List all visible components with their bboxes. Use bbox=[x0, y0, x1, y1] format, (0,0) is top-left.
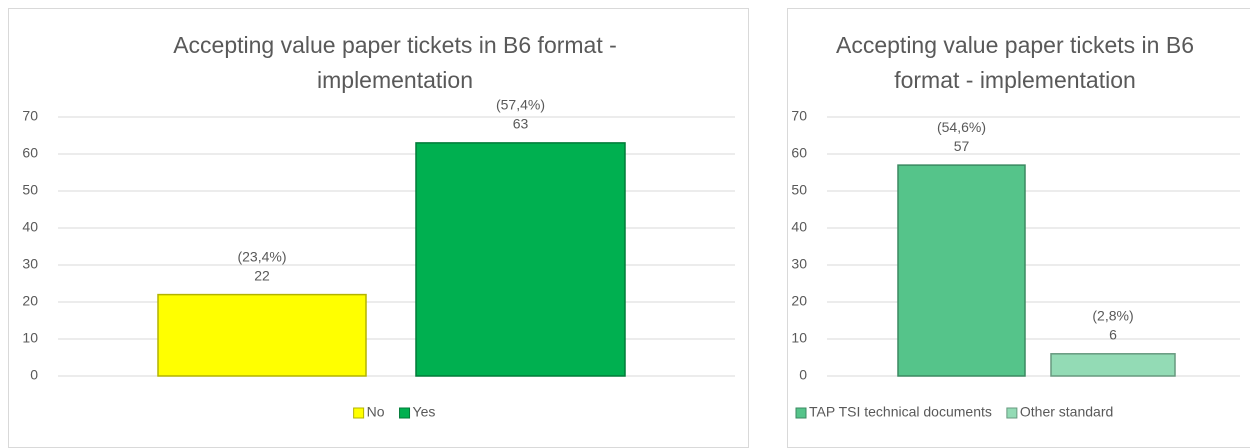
legend-swatch bbox=[399, 407, 411, 419]
chart-title: Accepting value paper tickets in B6 form… bbox=[173, 32, 617, 93]
y-tick-label: 0 bbox=[30, 367, 38, 383]
y-tick-label: 50 bbox=[22, 182, 38, 198]
y-tick-label: 20 bbox=[22, 293, 38, 309]
percent-label: (57,4%) bbox=[496, 97, 545, 113]
legend-swatch bbox=[353, 407, 365, 419]
legend-label: No bbox=[367, 404, 385, 420]
y-tick-label: 30 bbox=[791, 256, 807, 272]
percent-label: (23,4%) bbox=[237, 248, 286, 264]
legend-swatch bbox=[1006, 407, 1018, 419]
y-tick-label: 60 bbox=[791, 145, 807, 161]
y-tick-label: 40 bbox=[791, 219, 807, 235]
y-tick-label: 0 bbox=[799, 367, 807, 383]
y-tick-label: 20 bbox=[791, 293, 807, 309]
percent-label: (54,6%) bbox=[937, 119, 986, 135]
y-tick-label: 50 bbox=[791, 182, 807, 198]
charts: 0 10 20 30 40 50 60 70 (23,4%) 22 (57,4%) 63 No Yes 0 1… bbox=[22, 97, 1240, 420]
legend-label: Other standard bbox=[1020, 404, 1113, 420]
data-label: 6 bbox=[1109, 327, 1117, 343]
y-tick-label: 60 bbox=[22, 145, 38, 161]
y-tick-label: 40 bbox=[22, 219, 38, 235]
y-tick-label: 30 bbox=[22, 256, 38, 272]
legend-swatch bbox=[795, 407, 807, 419]
bar bbox=[415, 142, 626, 377]
chart-title: Accepting value paper tickets in B6 form… bbox=[836, 32, 1194, 93]
legend-label: TAP TSI technical documents bbox=[809, 404, 992, 420]
y-tick-label: 10 bbox=[791, 330, 807, 346]
y-tick-label: 10 bbox=[22, 330, 38, 346]
legend-label: Yes bbox=[413, 404, 436, 420]
data-label: 57 bbox=[954, 138, 970, 154]
percent-label: (2,8%) bbox=[1092, 308, 1133, 324]
bar bbox=[157, 293, 367, 377]
y-tick-label: 70 bbox=[22, 108, 38, 124]
bar bbox=[1050, 353, 1176, 377]
bar bbox=[897, 164, 1026, 377]
page: Accepting value paper tickets in B6 form… bbox=[8, 8, 1250, 448]
data-label: 63 bbox=[513, 116, 529, 132]
y-tick-label: 70 bbox=[791, 108, 807, 124]
data-label: 22 bbox=[254, 267, 270, 283]
